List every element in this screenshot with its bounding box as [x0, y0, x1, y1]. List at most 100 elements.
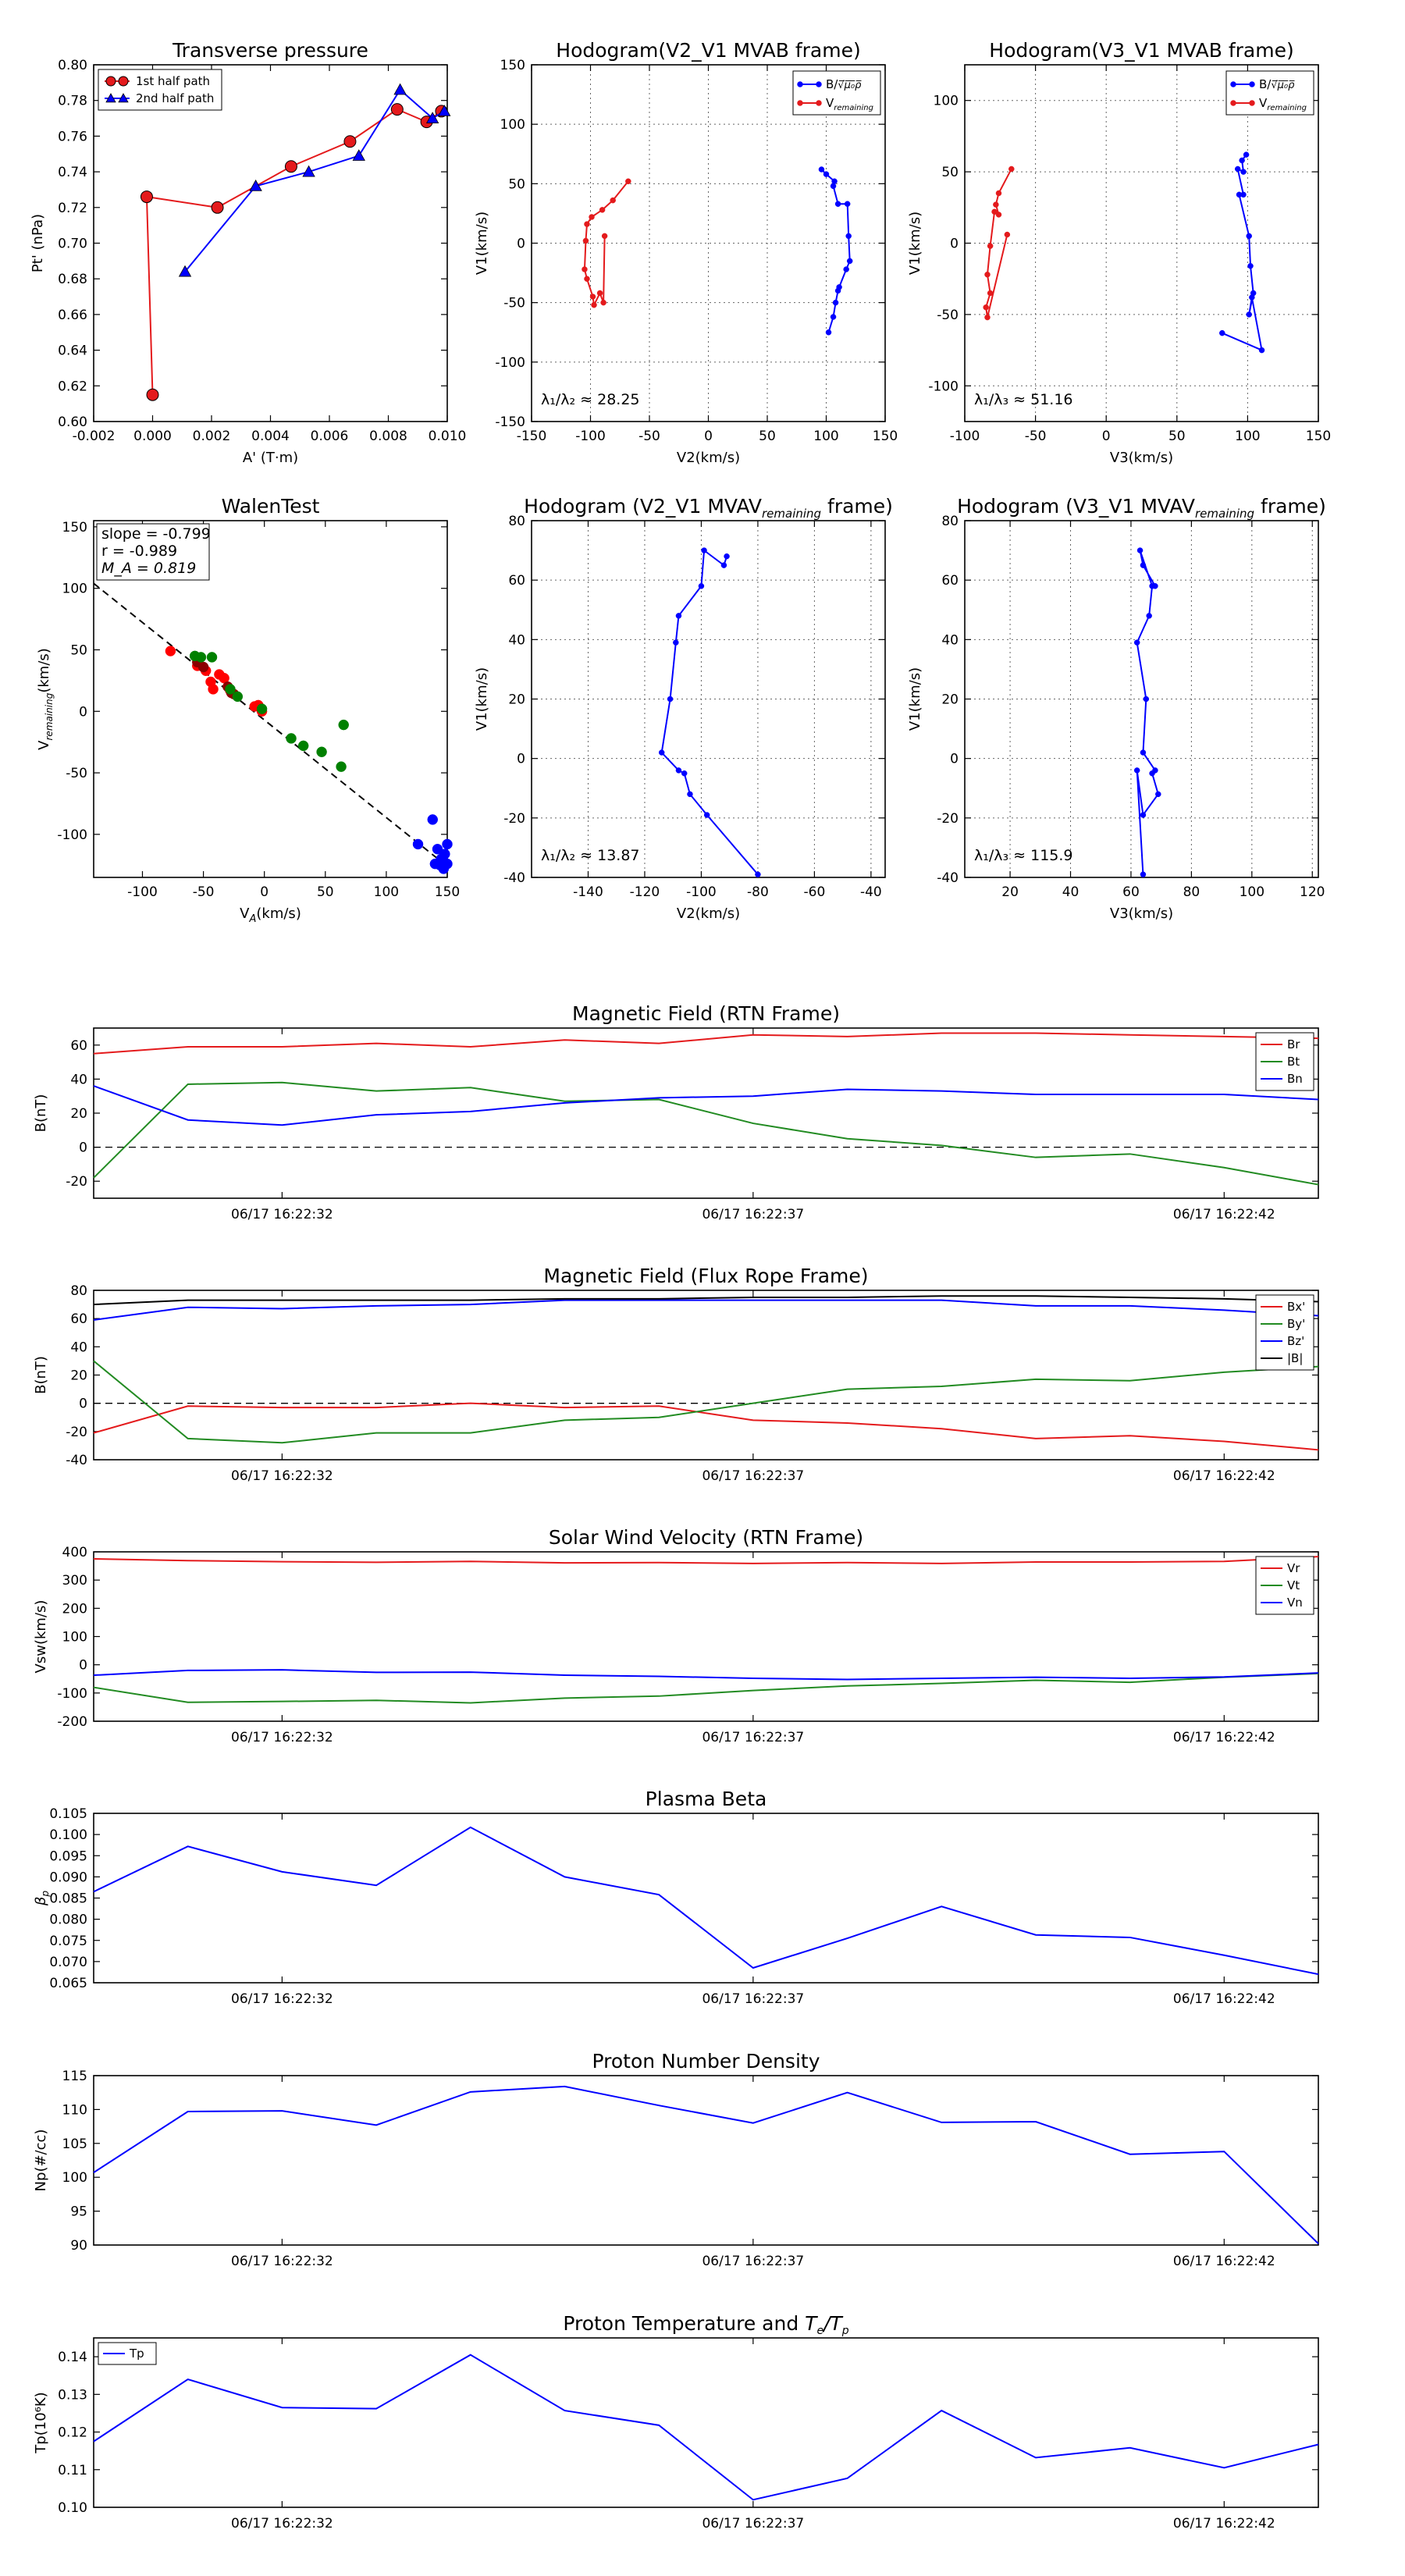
- axes-frame: [93, 1290, 1319, 1461]
- series-Bn-line: [93, 1085, 1319, 1126]
- data-point: [582, 266, 588, 272]
- stats-box: [96, 523, 210, 581]
- y-tick-label: -20: [66, 1174, 87, 1190]
- y-tick-label: -50: [66, 766, 87, 781]
- y-tick-label: 0.74: [58, 165, 87, 180]
- chart-title: Plasma Beta: [646, 1788, 767, 1810]
- legend-marker: [797, 100, 803, 106]
- x-axis-label: V2(km/s): [677, 906, 740, 922]
- data-point: [1133, 639, 1140, 646]
- data-point: [146, 388, 159, 401]
- y-tick-label: 110: [62, 2102, 87, 2118]
- legend-label: B/√̅μ̅₀̅ρ̅: [1259, 77, 1295, 91]
- x-tick-label: 06/17 16:22:37: [702, 1207, 804, 1222]
- legend-label: Bt: [1287, 1055, 1300, 1069]
- data-point: [1140, 812, 1147, 818]
- data-point: [610, 197, 616, 204]
- x-tick-label: -100: [575, 429, 606, 444]
- x-tick-label: 50: [759, 429, 776, 444]
- data-point: [832, 299, 839, 306]
- y-axis-label: Vsw(km/s): [33, 1600, 49, 1674]
- data-point: [589, 214, 595, 220]
- y-tick-label: 40: [70, 1340, 87, 1355]
- stats-line: M_A = 0.819: [101, 560, 196, 577]
- data-point: [208, 684, 219, 695]
- legend-label: Vr: [1287, 1561, 1300, 1575]
- axes-frame: [93, 1813, 1319, 1984]
- data-point: [432, 844, 443, 855]
- data-point: [703, 812, 710, 818]
- y-axis-label: Vremaining(km/s): [36, 648, 55, 750]
- chart-title: Proton Number Density: [592, 2050, 820, 2073]
- y-tick-label: -20: [66, 1425, 87, 1440]
- x-tick-label: -80: [747, 884, 769, 900]
- y-tick-label: 0: [950, 237, 959, 252]
- data-point: [427, 814, 439, 825]
- data-point: [600, 299, 606, 306]
- y-tick-label: 0.090: [49, 1870, 87, 1885]
- legend-label: Vt: [1287, 1578, 1300, 1592]
- y-tick-label: 100: [62, 582, 87, 597]
- data-point: [211, 201, 224, 214]
- data-point: [584, 276, 590, 282]
- y-tick-label: 20: [941, 692, 959, 708]
- data-point: [720, 562, 727, 568]
- eigenvalue-ratio: λ₁/λ₃ ≈ 51.16: [974, 391, 1073, 408]
- legend-marker: [1230, 100, 1236, 106]
- x-tick-label: 06/17 16:22:32: [231, 1468, 333, 1484]
- x-tick-label: 40: [1062, 884, 1080, 900]
- y-tick-label: 20: [70, 1106, 87, 1122]
- x-tick-label: 0.006: [311, 429, 349, 444]
- y-tick-label: 60: [941, 573, 959, 589]
- hodogram-v3-mvab-chart: Hodogram(V3_V1 MVAB frame) -100 -50 0 50 100 -…: [907, 39, 1331, 466]
- y-tick-label: -20: [503, 811, 525, 827]
- legend-marker: [118, 93, 129, 103]
- legend-label: Vremaining: [826, 96, 873, 112]
- data-point: [675, 613, 682, 619]
- hodogram-v3-mvav-chart: Hodogram (V3_V1 MVAVremaining frame) -40 -…: [907, 495, 1326, 922]
- y-axis-label: V1(km/s): [474, 667, 490, 731]
- data-point: [1219, 329, 1225, 336]
- mag-rtn-chart: Magnetic Field (RTN Frame) -20 0 20 40 60 06/1…: [33, 1002, 1319, 1222]
- series-line: [660, 549, 759, 875]
- series-v-remaining: [582, 178, 631, 308]
- data-point: [834, 287, 841, 294]
- data-point: [316, 746, 327, 758]
- y-tick-label: -100: [495, 355, 525, 371]
- x-tick-label: -0.002: [73, 429, 116, 444]
- data-point: [206, 652, 218, 663]
- y-axis-label: Np(#/cc): [33, 2129, 49, 2192]
- walen-test-chart: WalenTest -100 -50 0 50 100 150 -100 -50 0 50 100 15…: [36, 495, 460, 925]
- data-point: [845, 233, 852, 240]
- series-v-remaining: [983, 165, 1015, 321]
- y-axis-label: V1(km/s): [907, 212, 923, 275]
- eigenvalue-ratio: λ₁/λ₂ ≈ 28.25: [541, 391, 640, 408]
- y-tick-label: 40: [70, 1072, 87, 1087]
- x-tick-label: 06/17 16:22:42: [1173, 1468, 1275, 1484]
- y-tick-label: 40: [941, 632, 959, 648]
- y-tick-label: 150: [500, 58, 525, 73]
- x-tick-label: 06/17 16:22:32: [231, 2516, 333, 2532]
- data-point: [831, 178, 838, 185]
- data-point: [249, 180, 262, 191]
- data-point: [1239, 157, 1245, 164]
- data-point: [1246, 311, 1252, 318]
- x-axis-label: V3(km/s): [1110, 906, 1173, 922]
- y-tick-label: 0.075: [49, 1934, 87, 1949]
- data-point: [983, 304, 989, 311]
- data-point: [302, 165, 315, 177]
- chart-title: Hodogram(V2_V1 MVAB frame): [556, 39, 860, 62]
- series-hodogram: [658, 547, 761, 877]
- x-tick-label: 60: [1122, 884, 1140, 900]
- x-tick-label: 100: [374, 884, 399, 900]
- x-tick-label: 06/17 16:22:32: [231, 1207, 333, 1222]
- data-point: [995, 212, 1002, 218]
- data-point: [1149, 770, 1155, 777]
- y-tick-label: -40: [503, 870, 525, 886]
- x-tick-label: -100: [127, 884, 158, 900]
- y-tick-label: -50: [937, 308, 959, 323]
- data-point: [675, 767, 682, 774]
- y-tick-label: -150: [495, 415, 525, 430]
- data-point: [823, 171, 830, 177]
